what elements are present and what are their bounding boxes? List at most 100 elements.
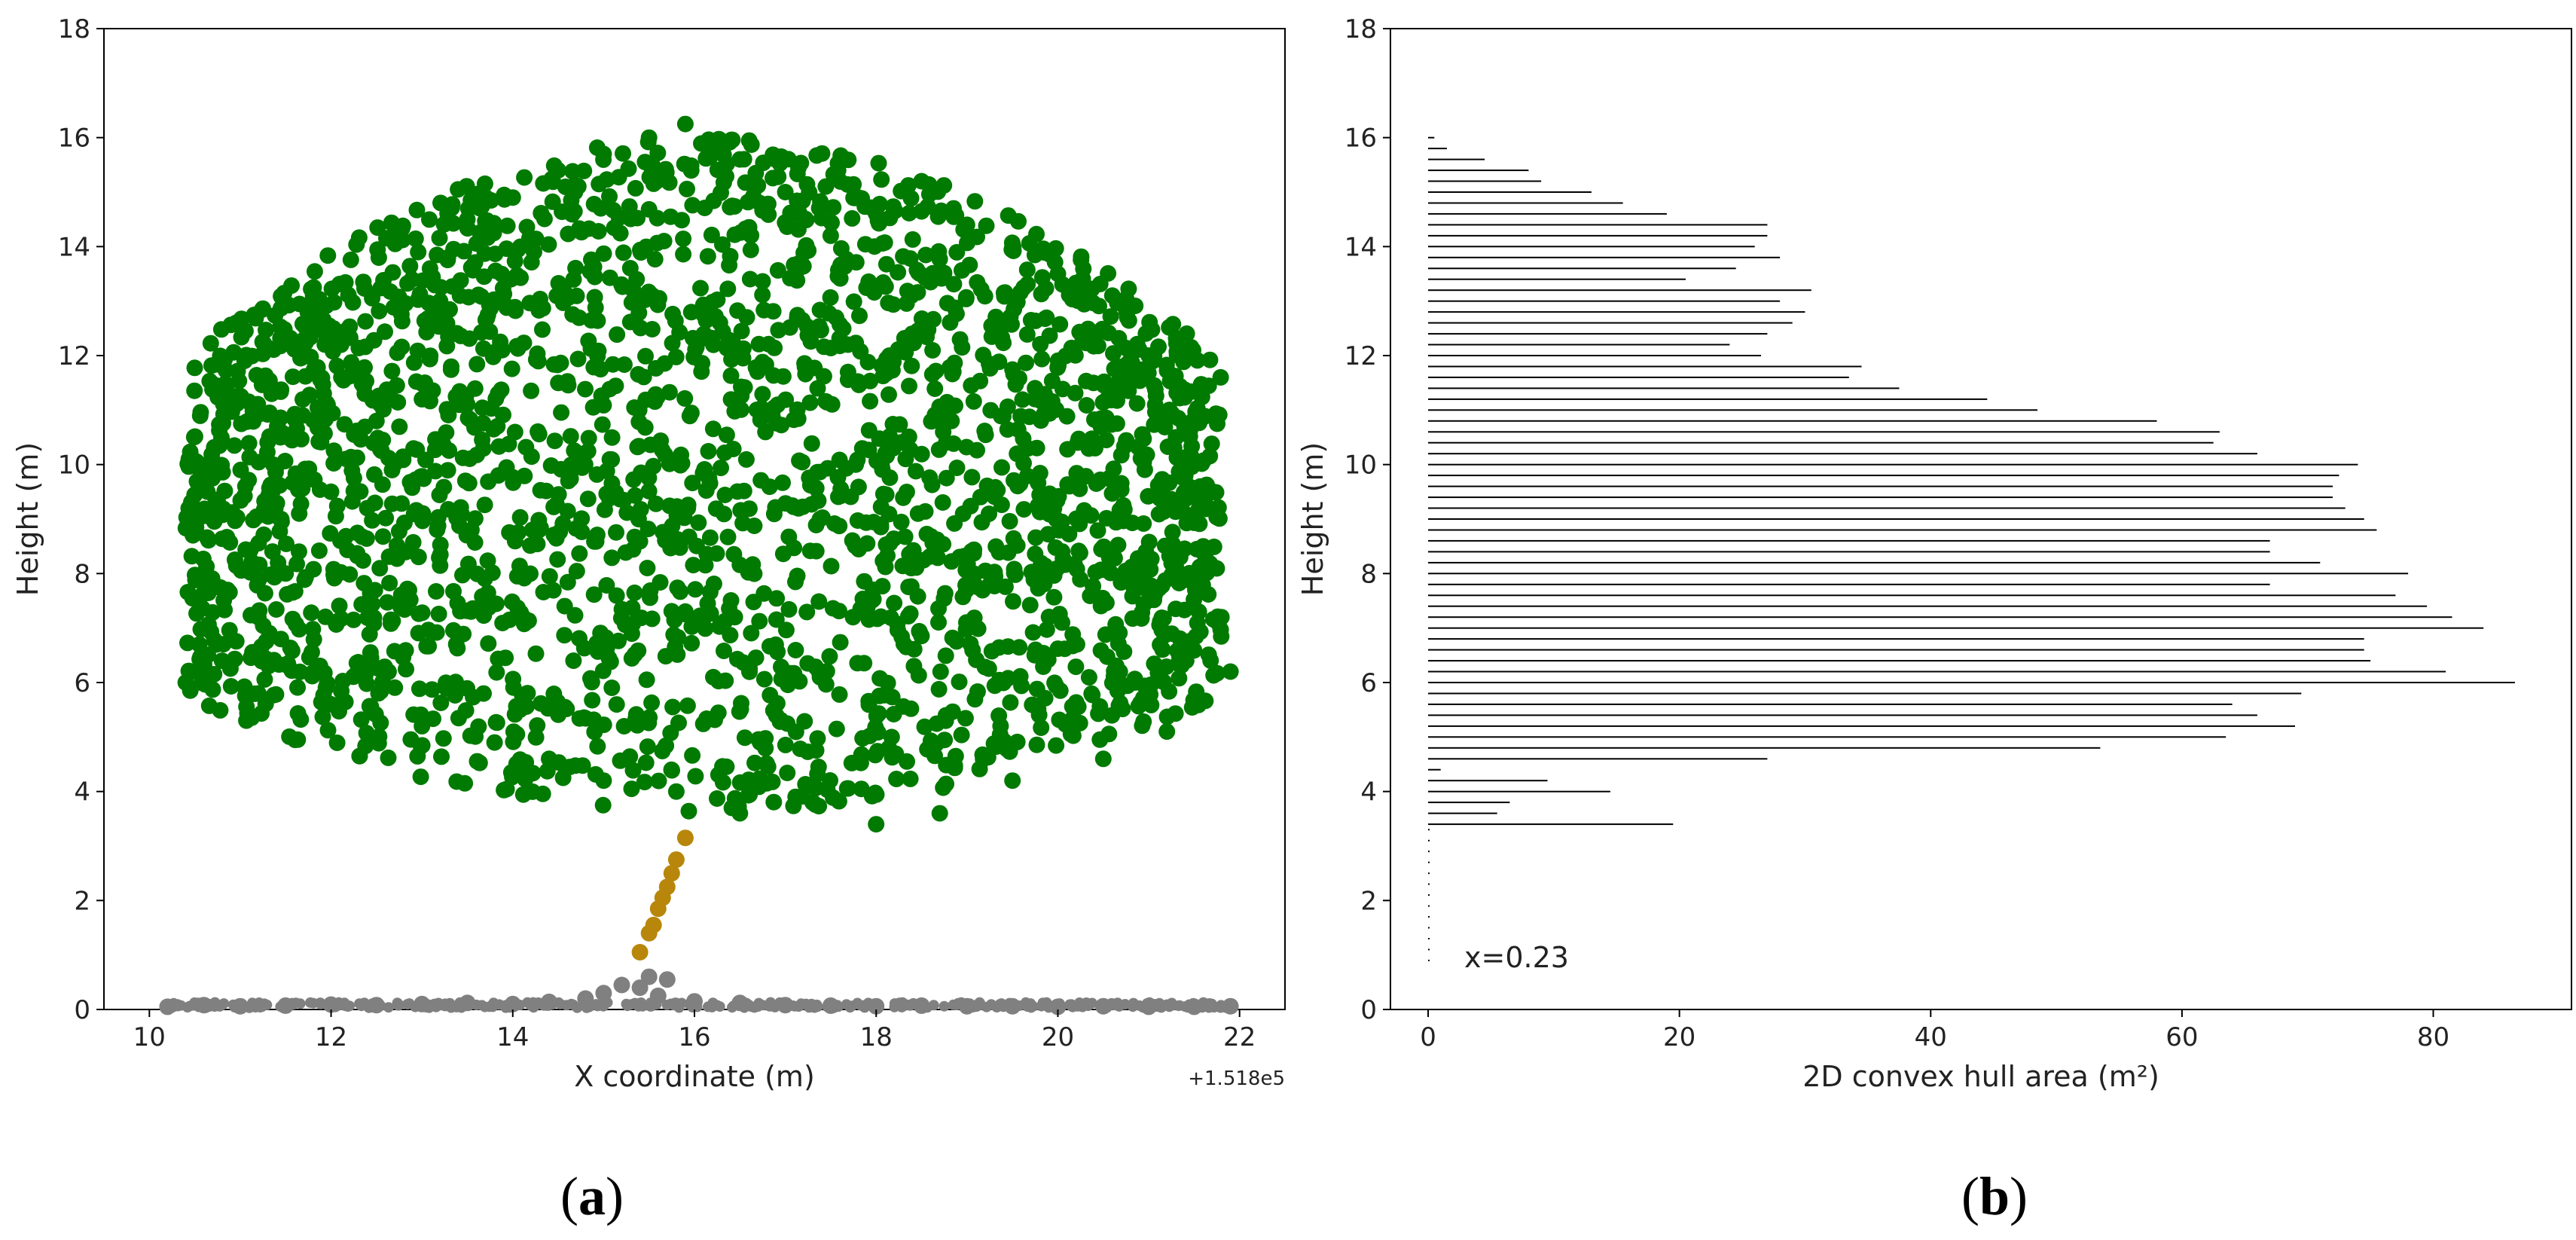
crown-point bbox=[257, 367, 274, 384]
ground-point bbox=[914, 1001, 926, 1012]
ground-point bbox=[1064, 999, 1076, 1010]
crown-point bbox=[325, 570, 343, 587]
crown-point bbox=[903, 357, 920, 374]
crown-point bbox=[391, 418, 408, 435]
crown-point bbox=[1027, 312, 1044, 329]
crown-point bbox=[1167, 600, 1184, 618]
hull-area-bar bbox=[1428, 453, 2257, 455]
crown-point bbox=[1105, 345, 1122, 362]
panel-b-bars bbox=[1428, 136, 2515, 961]
crown-point bbox=[598, 577, 615, 594]
crown-point bbox=[383, 495, 401, 512]
crown-point bbox=[639, 560, 656, 576]
crown-point bbox=[532, 481, 549, 499]
crown-point bbox=[333, 683, 350, 700]
crown-point bbox=[663, 761, 680, 778]
crown-point bbox=[349, 449, 365, 466]
crown-point bbox=[314, 708, 331, 725]
crown-point bbox=[881, 469, 899, 487]
crown-point bbox=[972, 281, 990, 298]
crown-point bbox=[421, 350, 438, 368]
x-tick-label: 14 bbox=[496, 1022, 529, 1052]
crown-point bbox=[845, 176, 862, 193]
ground-point bbox=[998, 1001, 1009, 1012]
crown-point bbox=[1098, 509, 1116, 527]
crown-point bbox=[506, 706, 523, 723]
crown-point bbox=[839, 363, 856, 380]
crown-point bbox=[977, 426, 994, 444]
crown-point bbox=[1100, 549, 1118, 567]
crown-point bbox=[993, 733, 1011, 750]
crown-point bbox=[718, 426, 735, 444]
crown-point bbox=[451, 383, 469, 400]
crown-point bbox=[943, 412, 960, 429]
crown-point bbox=[594, 796, 612, 814]
crown-point bbox=[752, 194, 768, 212]
crown-point bbox=[822, 227, 839, 244]
crown-point bbox=[1108, 415, 1125, 432]
crown-point bbox=[186, 359, 203, 377]
crown-point bbox=[623, 780, 640, 798]
crown-point bbox=[1212, 368, 1229, 386]
crown-point bbox=[1078, 372, 1094, 389]
crown-point bbox=[810, 200, 828, 217]
crown-point bbox=[393, 338, 411, 356]
crown-point bbox=[352, 483, 369, 500]
crown-point bbox=[524, 783, 541, 800]
crown-point bbox=[662, 208, 679, 225]
crown-point bbox=[397, 543, 414, 560]
crown-point bbox=[1150, 505, 1167, 523]
crown-point bbox=[917, 269, 933, 286]
crown-point bbox=[1154, 641, 1171, 658]
crown-point bbox=[761, 637, 778, 655]
crown-point bbox=[197, 676, 214, 693]
hull-area-bar bbox=[1428, 136, 1435, 139]
crown-point bbox=[621, 198, 638, 215]
crown-point bbox=[1072, 571, 1089, 588]
crown-point bbox=[900, 579, 917, 596]
crown-point bbox=[1083, 280, 1100, 298]
crown-point bbox=[1142, 591, 1159, 609]
crown-point bbox=[506, 252, 523, 270]
hull-area-bar bbox=[1428, 518, 2364, 520]
crown-point bbox=[562, 428, 579, 445]
crown-point bbox=[1153, 609, 1170, 626]
crown-point bbox=[900, 608, 917, 625]
crown-point bbox=[920, 321, 937, 338]
crown-point bbox=[955, 221, 972, 238]
crown-point bbox=[676, 115, 694, 133]
crown-point bbox=[722, 248, 739, 264]
crown-point bbox=[587, 299, 604, 316]
crown-point bbox=[737, 450, 755, 468]
crown-point bbox=[580, 429, 597, 447]
crown-point bbox=[887, 745, 905, 762]
crown-point bbox=[186, 428, 203, 445]
crown-point bbox=[487, 713, 505, 731]
crown-point bbox=[701, 529, 719, 546]
hull-area-bar bbox=[1428, 758, 1768, 760]
hull-area-bar bbox=[1428, 851, 1430, 853]
crown-point bbox=[331, 597, 348, 615]
crown-point bbox=[885, 353, 902, 371]
crown-point bbox=[726, 347, 743, 364]
crown-point bbox=[705, 336, 722, 353]
crown-point bbox=[640, 483, 658, 499]
crown-point bbox=[916, 718, 933, 735]
crown-point bbox=[966, 193, 984, 210]
crown-point bbox=[609, 326, 626, 344]
crown-point bbox=[411, 286, 429, 303]
crown-point bbox=[369, 241, 386, 258]
crown-point bbox=[351, 747, 368, 765]
crown-point bbox=[603, 475, 621, 492]
ground-point bbox=[500, 1000, 511, 1011]
crown-point bbox=[854, 730, 871, 747]
crown-point bbox=[690, 514, 707, 531]
crown-point bbox=[1007, 376, 1024, 393]
crown-point bbox=[384, 264, 401, 281]
crown-point bbox=[475, 685, 492, 702]
crown-point bbox=[1170, 463, 1188, 481]
crown-point bbox=[280, 297, 298, 314]
crown-point bbox=[644, 157, 661, 174]
crown-point bbox=[449, 594, 466, 612]
crown-point bbox=[1175, 353, 1192, 371]
